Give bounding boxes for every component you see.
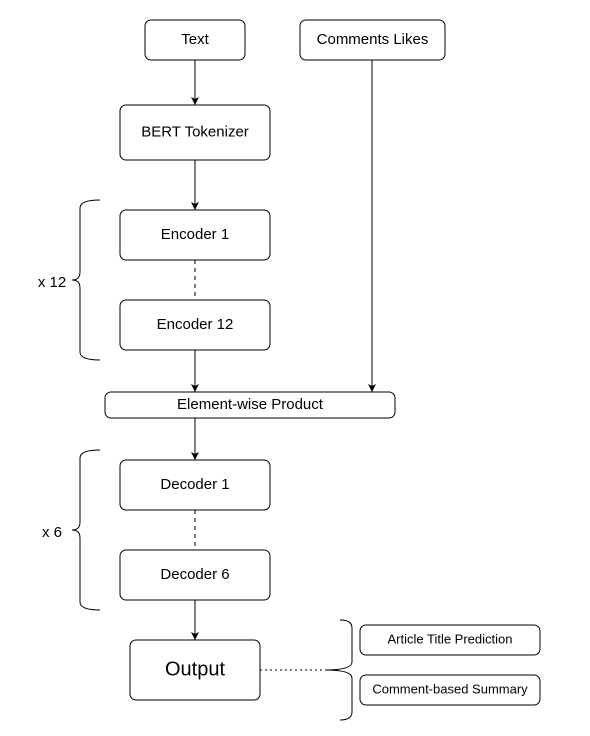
comments_likes-node: Comments Likes	[300, 20, 445, 60]
label-x12: x 12	[38, 274, 66, 291]
label-x6: x 6	[42, 524, 62, 541]
brace-decoders	[72, 450, 100, 610]
encoder_1-label: Encoder 1	[161, 226, 229, 243]
decoder_1-label: Decoder 1	[160, 476, 229, 493]
bert_tokenizer-node: BERT Tokenizer	[120, 105, 270, 160]
elem_product-label: Element-wise Product	[177, 396, 324, 413]
brace-encoders	[72, 200, 100, 360]
bert_tokenizer-label: BERT Tokenizer	[141, 123, 249, 140]
encoder_1-node: Encoder 1	[120, 210, 270, 260]
text-node: Text	[145, 20, 245, 60]
elem_product-node: Element-wise Product	[105, 392, 395, 418]
comment_summary-node: Comment-based Summary	[360, 675, 540, 705]
decoder_1-node: Decoder 1	[120, 460, 270, 510]
brace-outputs	[325, 620, 352, 720]
encoder_12-label: Encoder 12	[157, 316, 234, 333]
output-node: Output	[130, 640, 260, 700]
output-label: Output	[165, 658, 225, 680]
article_title-node: Article Title Prediction	[360, 625, 540, 655]
decoder_6-node: Decoder 6	[120, 550, 270, 600]
article_title-label: Article Title Prediction	[388, 631, 513, 646]
comments_likes-label: Comments Likes	[317, 31, 429, 48]
decoder_6-label: Decoder 6	[160, 566, 229, 583]
text-label: Text	[181, 31, 209, 48]
comment_summary-label: Comment-based Summary	[372, 681, 528, 696]
encoder_12-node: Encoder 12	[120, 300, 270, 350]
